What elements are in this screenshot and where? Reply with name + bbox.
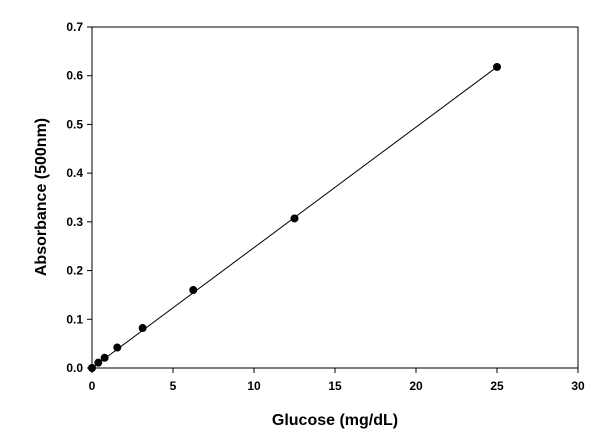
y-tick-label: 0.7 — [66, 20, 83, 34]
x-tick-label: 20 — [409, 379, 423, 393]
y-tick-label: 0.5 — [66, 117, 83, 131]
x-tick-label: 10 — [247, 379, 261, 393]
x-tick-label: 30 — [571, 379, 585, 393]
marks-layer — [88, 62, 501, 372]
data-point — [100, 353, 109, 362]
data-point — [113, 343, 122, 352]
x-tick-label: 5 — [170, 379, 177, 393]
y-axis-title: Absorbance (500nm) — [33, 118, 50, 276]
data-point — [138, 324, 147, 333]
data-point — [189, 286, 198, 295]
data-point — [94, 358, 103, 367]
data-point — [493, 62, 501, 71]
y-tick-label: 0.2 — [66, 264, 83, 278]
data-point — [290, 214, 299, 223]
x-tick-label: 15 — [328, 379, 342, 393]
plot-area-frame — [91, 26, 579, 369]
y-tick-label: 0.6 — [66, 69, 83, 83]
x-axis-title: Glucose (mg/dL) — [272, 412, 398, 429]
ticks-layer: 0 5 10 15 20 25 30 0.0 0.1 0.2 0.3 0.4 0.5 0.6 0.7 — [66, 20, 585, 393]
x-tick-label: 25 — [490, 379, 504, 393]
data-point — [88, 364, 96, 372]
y-tick-label: 0.3 — [66, 215, 83, 229]
y-tick-label: 0.0 — [66, 361, 83, 375]
x-tick-label: 0 — [89, 379, 96, 393]
y-tick-label: 0.1 — [66, 312, 83, 326]
y-tick-label: 0.4 — [66, 166, 83, 180]
